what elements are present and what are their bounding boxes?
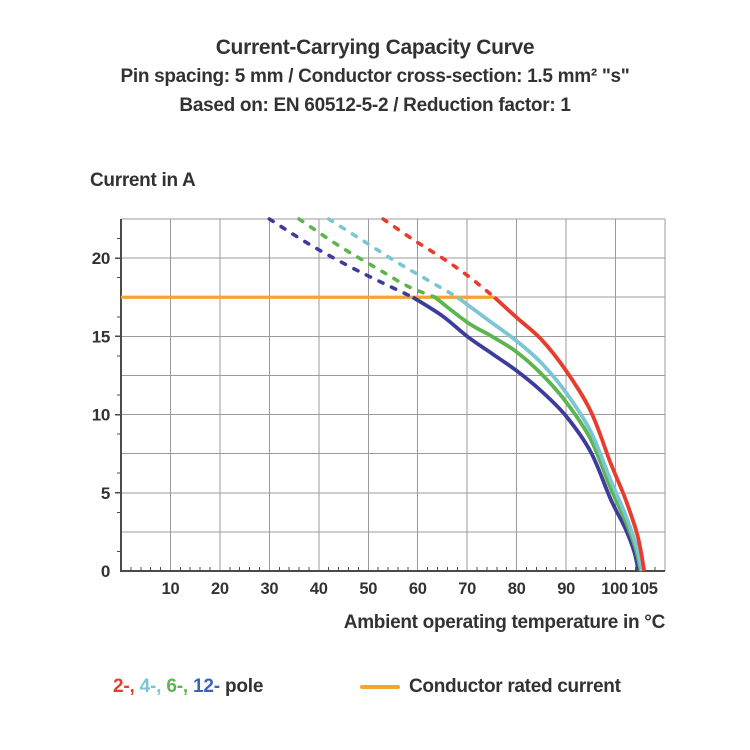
curve-4-pole-dashed bbox=[326, 217, 460, 300]
rated-current-line-swatch bbox=[360, 684, 400, 690]
x-tick-label: 20 bbox=[211, 580, 229, 598]
x-tick-label: 50 bbox=[359, 580, 377, 598]
curve-6-pole-dashed bbox=[297, 217, 437, 300]
y-tick-label: 20 bbox=[92, 249, 110, 268]
x-tick-label: 80 bbox=[508, 580, 526, 598]
curve-4-pole-solid bbox=[456, 295, 645, 572]
curve-2-pole-solid bbox=[493, 295, 647, 572]
x-tick-label: 10 bbox=[162, 580, 180, 598]
minor-ticks bbox=[115, 238, 656, 571]
y-tick-label: 0 bbox=[101, 562, 110, 581]
curve-12-pole-solid bbox=[411, 295, 641, 572]
x-tick-label: 70 bbox=[458, 580, 476, 598]
y-tick-labels: 0 5 10 15 20 bbox=[92, 249, 111, 581]
grid bbox=[121, 218, 666, 571]
y-tick-label: 15 bbox=[92, 327, 110, 346]
legend-rated-current: Conductor rated current bbox=[360, 676, 621, 698]
x-tick-label: 40 bbox=[310, 580, 328, 598]
x-tick-label: 100 bbox=[601, 580, 628, 598]
y-axis-title: Current in A bbox=[90, 170, 196, 191]
chart-subtitle-spec: Pin spacing: 5 mm / Conductor cross-sect… bbox=[120, 66, 630, 87]
rated-current-label: Conductor rated current bbox=[409, 676, 621, 697]
x-axis-title: Ambient operating temperature in °C bbox=[343, 612, 666, 633]
legend-pole-4: 4-, bbox=[139, 676, 162, 697]
legend-pole-12: 12- bbox=[193, 676, 220, 697]
legend-pole-suffix: pole bbox=[224, 676, 264, 697]
curves bbox=[267, 217, 647, 572]
legend-pole-6: 6-, bbox=[166, 676, 188, 697]
legend-poles: 2-, 4-, 6-, 12- pole bbox=[113, 676, 263, 698]
x-tick-label: 105 bbox=[631, 580, 658, 598]
curve-2-pole-dashed bbox=[381, 217, 497, 300]
y-tick-label: 10 bbox=[92, 406, 110, 425]
x-tick-label: 30 bbox=[260, 580, 278, 598]
page-title: Current-Carrying Capacity Curve bbox=[215, 36, 535, 59]
x-tick-label: 90 bbox=[557, 580, 575, 598]
curve-12-pole-dashed bbox=[267, 217, 415, 300]
chart-subtitle-standard: Based on: EN 60512-5-2 / Reduction facto… bbox=[179, 95, 571, 116]
legend-pole-2: 2-, bbox=[113, 676, 135, 697]
x-tick-labels: 10 20 30 40 50 60 70 80 90 100 105 bbox=[162, 580, 658, 598]
y-tick-label: 5 bbox=[101, 484, 110, 503]
curve-6-pole-solid bbox=[433, 295, 643, 572]
x-tick-label: 60 bbox=[409, 580, 427, 598]
